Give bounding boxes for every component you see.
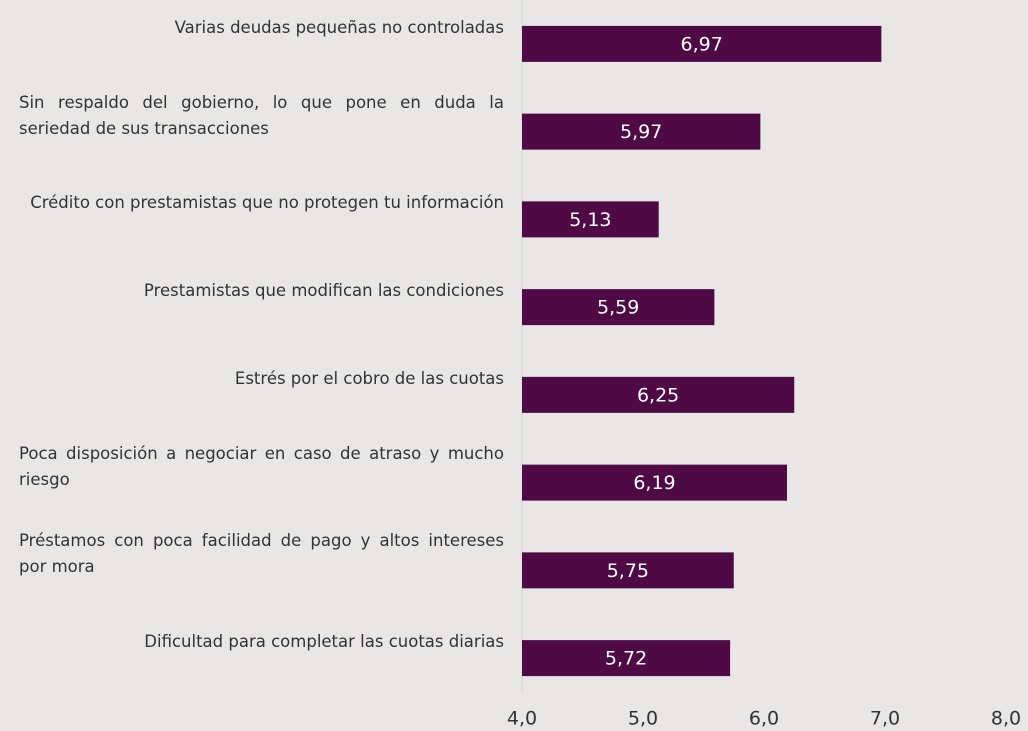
bar bbox=[522, 25, 882, 62]
x-tick-label: 6,0 bbox=[749, 708, 779, 730]
value-label: 6,19 bbox=[633, 472, 675, 494]
category-label: Préstamos con poca facilidad de pago y a… bbox=[19, 531, 504, 577]
x-tick-label: 4,0 bbox=[507, 708, 537, 730]
category-label: Estrés por el cobro de las cuotas bbox=[234, 368, 504, 388]
value-label: 5,13 bbox=[569, 209, 611, 231]
category-label-box: Crédito con prestamistas que no protegen… bbox=[19, 190, 504, 216]
value-label: 6,97 bbox=[681, 33, 723, 55]
category-label-box: Prestamistas que modifican las condicion… bbox=[19, 278, 504, 304]
x-tick-label: 8,0 bbox=[991, 708, 1021, 730]
bar bbox=[522, 376, 795, 413]
x-tick-label: 7,0 bbox=[870, 708, 900, 730]
bar bbox=[522, 464, 787, 501]
category-label-box: Estrés por el cobro de las cuotas bbox=[19, 366, 504, 392]
category-label-box: Poca disposición a negociar en caso de a… bbox=[19, 441, 504, 493]
category-label-box: Dificultad para completar las cuotas dia… bbox=[19, 629, 504, 655]
bar bbox=[522, 201, 659, 238]
bar bbox=[522, 552, 734, 589]
bar bbox=[522, 113, 761, 150]
value-label: 5,75 bbox=[607, 560, 649, 582]
category-label: Prestamistas que modifican las condicion… bbox=[143, 281, 504, 301]
value-label: 5,72 bbox=[605, 648, 647, 670]
bar bbox=[522, 289, 715, 326]
category-label: Dificultad para completar las cuotas dia… bbox=[144, 632, 504, 652]
category-label-box: Préstamos con poca facilidad de pago y a… bbox=[19, 528, 504, 580]
category-label-box: Varias deudas pequeñas no controladas bbox=[19, 15, 504, 41]
category-label: Crédito con prestamistas que no protegen… bbox=[30, 193, 504, 213]
category-label: Varias deudas pequeñas no controladas bbox=[174, 17, 504, 37]
category-label: Sin respaldo del gobierno, lo que pone e… bbox=[19, 92, 504, 138]
category-label: Poca disposición a negociar en caso de a… bbox=[19, 443, 504, 489]
x-tick-label: 5,0 bbox=[628, 708, 658, 730]
value-label: 5,97 bbox=[620, 121, 662, 143]
category-label-box: Sin respaldo del gobierno, lo que pone e… bbox=[19, 90, 504, 142]
value-label: 5,59 bbox=[597, 297, 639, 319]
bar bbox=[522, 640, 731, 677]
value-label: 6,25 bbox=[637, 384, 679, 406]
